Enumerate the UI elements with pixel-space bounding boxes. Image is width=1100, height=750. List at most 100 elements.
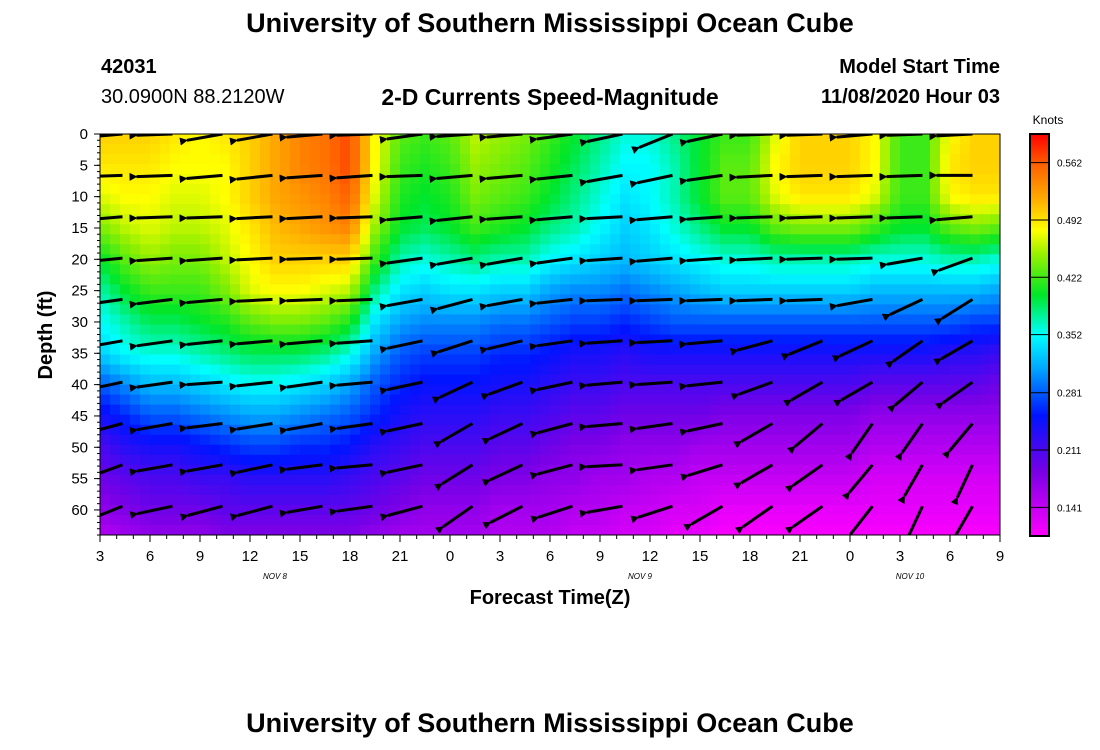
heatmap-cell <box>520 194 531 205</box>
heatmap-cell <box>450 224 461 235</box>
heatmap-cell <box>320 474 331 486</box>
heatmap-cell <box>360 474 371 486</box>
heatmap-cell <box>640 264 651 275</box>
current-vector-arrow <box>179 339 223 350</box>
x-tick-label: 12 <box>242 548 259 565</box>
current-vector-arrow <box>831 339 874 363</box>
heatmap-cell <box>720 194 731 205</box>
heatmap-cell <box>860 434 871 446</box>
heatmap-cell <box>860 274 871 285</box>
heatmap-cell <box>810 434 821 446</box>
heatmap-cell <box>230 364 241 376</box>
heatmap-cell <box>500 274 511 285</box>
current-vector-arrow <box>379 256 423 269</box>
heatmap-cell <box>520 144 531 155</box>
heatmap-cell <box>300 514 311 526</box>
heatmap-cell <box>280 234 291 245</box>
heatmap-cell <box>130 414 141 426</box>
heatmap-cell <box>650 184 661 195</box>
heatmap-cell <box>350 314 361 326</box>
heatmap-cell <box>680 464 691 476</box>
x-tick-label: 12 <box>642 548 659 565</box>
heatmap-cell <box>740 174 751 185</box>
heatmap-cell <box>730 144 741 155</box>
heatmap-cell <box>280 304 291 316</box>
heatmap-cell <box>840 364 851 376</box>
heatmap-cell <box>890 214 901 225</box>
heatmap-cell <box>160 264 171 275</box>
heatmap-cell <box>460 444 471 456</box>
heatmap-cell <box>210 424 221 436</box>
heatmap-cell <box>670 194 681 205</box>
heatmap-cell <box>300 244 311 255</box>
heatmap-cell <box>290 224 301 235</box>
heatmap-cell <box>340 454 351 466</box>
heatmap-cell <box>480 274 491 285</box>
heatmap-cell <box>580 284 591 296</box>
heatmap-cell <box>210 214 221 225</box>
heatmap-cell <box>230 404 241 416</box>
heatmap-cell <box>830 464 841 476</box>
heatmap-cell <box>580 444 591 456</box>
heatmap-cell <box>150 284 161 296</box>
heatmap-cell <box>870 494 881 506</box>
heatmap-cell <box>720 134 731 145</box>
heatmap-cell <box>100 454 111 466</box>
heatmap-cell <box>120 304 131 316</box>
heatmap-cell <box>660 184 671 195</box>
heatmap-cell <box>330 144 341 155</box>
heatmap-cell <box>590 524 601 535</box>
heatmap-cell <box>170 384 181 396</box>
heatmap-cell <box>270 184 281 195</box>
heatmap-cell <box>200 464 211 476</box>
heatmap-cell <box>240 384 251 396</box>
heatmap-cell <box>790 314 801 326</box>
heatmap-cell <box>780 274 791 285</box>
colorbar-tick-label: 0.281 <box>1057 389 1082 400</box>
heatmap-cell <box>350 204 361 215</box>
heatmap-cell <box>530 524 541 535</box>
heatmap-cell <box>260 474 271 486</box>
heatmap-cell <box>250 354 261 366</box>
current-vector-arrow <box>279 214 323 223</box>
current-vector-arrow <box>279 380 323 393</box>
heatmap-cell <box>550 164 561 175</box>
heatmap-cell <box>790 424 801 436</box>
heatmap-cell <box>110 154 121 165</box>
heatmap-cell <box>470 384 481 396</box>
heatmap-cell <box>350 214 361 225</box>
heatmap-cell <box>210 524 221 535</box>
heatmap-cell <box>700 134 711 145</box>
heatmap-cell <box>330 284 341 296</box>
heatmap-cell <box>840 434 851 446</box>
heatmap-cell <box>780 234 791 245</box>
heatmap-cell <box>780 394 791 406</box>
heatmap-cell <box>750 334 761 346</box>
heatmap-cell <box>170 314 181 326</box>
heatmap-cell <box>830 454 841 466</box>
heatmap-cell <box>240 514 251 526</box>
heatmap-cell <box>720 384 731 396</box>
heatmap-cell <box>100 474 111 486</box>
heatmap-cell <box>920 224 931 235</box>
heatmap-cell <box>890 374 901 386</box>
heatmap-cell <box>580 374 591 386</box>
heatmap-cell <box>990 514 1000 526</box>
heatmap-cell <box>570 284 581 296</box>
heatmap-cell <box>820 384 831 396</box>
heatmap-cell <box>880 444 891 456</box>
current-vector-arrow <box>683 504 724 532</box>
heatmap-cell <box>300 444 311 456</box>
heatmap-cell <box>160 274 171 285</box>
heatmap-cell <box>940 434 951 446</box>
heatmap-cell <box>400 144 411 155</box>
heatmap-cell <box>970 344 981 356</box>
heatmap-cell <box>380 264 391 275</box>
heatmap-cell <box>720 174 731 185</box>
heatmap-cell <box>220 314 231 326</box>
heatmap-cell <box>790 264 801 275</box>
current-vector-arrow <box>429 297 473 315</box>
heatmap-cell <box>600 264 611 275</box>
heatmap-cell <box>560 454 571 466</box>
heatmap-cell <box>910 344 921 356</box>
